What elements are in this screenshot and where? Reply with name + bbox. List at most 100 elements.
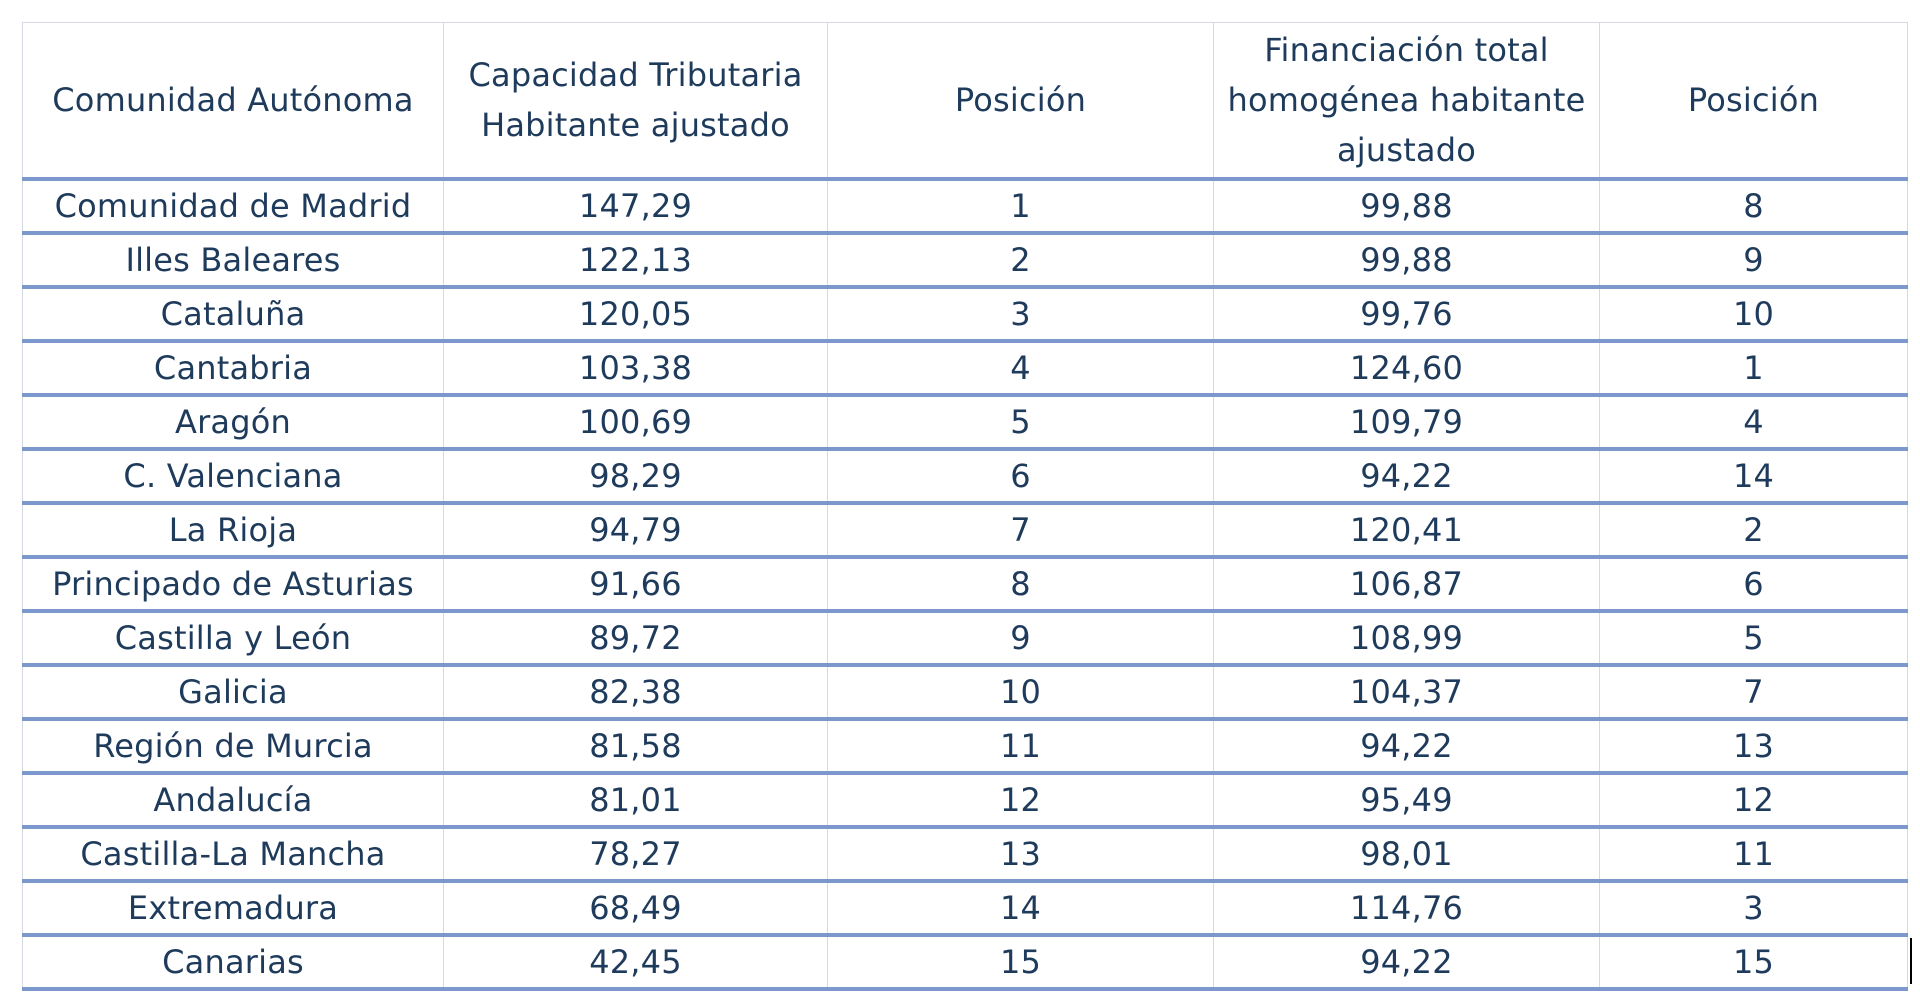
cell-posicion-capacidad: 3 xyxy=(827,287,1214,343)
cell-capacidad: 81,58 xyxy=(443,719,828,775)
cell-financiacion: 98,01 xyxy=(1213,827,1600,883)
cell-posicion-capacidad: 1 xyxy=(827,179,1214,235)
cell-posicion-financiacion: 9 xyxy=(1599,233,1908,289)
table-row: C. Valenciana 98,29 6 94,22 14 xyxy=(22,449,1908,505)
cell-comunidad: Castilla y León xyxy=(22,611,444,667)
cell-posicion-capacidad: 2 xyxy=(827,233,1214,289)
cell-posicion-financiacion: 13 xyxy=(1599,719,1908,775)
header-posicion-financiacion: Posición xyxy=(1599,22,1908,181)
cell-comunidad: Illes Baleares xyxy=(22,233,444,289)
cell-posicion-capacidad: 5 xyxy=(827,395,1214,451)
cell-capacidad: 81,01 xyxy=(443,773,828,829)
cell-comunidad: Castilla-La Mancha xyxy=(22,827,444,883)
cell-comunidad: Andalucía xyxy=(22,773,444,829)
cell-financiacion: 109,79 xyxy=(1213,395,1600,451)
cell-comunidad: C. Valenciana xyxy=(22,449,444,505)
table-row: La Rioja 94,79 7 120,41 2 xyxy=(22,503,1908,559)
text-cursor xyxy=(1910,938,1912,984)
data-table-container: Comunidad Autónoma Capacidad Tributaria … xyxy=(22,22,1908,991)
cell-posicion-capacidad: 15 xyxy=(827,935,1214,991)
cell-posicion-financiacion: 2 xyxy=(1599,503,1908,559)
cell-posicion-capacidad: 9 xyxy=(827,611,1214,667)
table-row: Región de Murcia 81,58 11 94,22 13 xyxy=(22,719,1908,775)
header-row: Comunidad Autónoma Capacidad Tributaria … xyxy=(22,22,1908,181)
cell-financiacion: 94,22 xyxy=(1213,449,1600,505)
table-row: Andalucía 81,01 12 95,49 12 xyxy=(22,773,1908,829)
cell-posicion-financiacion: 1 xyxy=(1599,341,1908,397)
cell-posicion-financiacion: 6 xyxy=(1599,557,1908,613)
table-row: Illes Baleares 122,13 2 99,88 9 xyxy=(22,233,1908,289)
table-row: Cantabria 103,38 4 124,60 1 xyxy=(22,341,1908,397)
header-financiacion: Financiación total homogénea habitante a… xyxy=(1213,22,1600,181)
header-posicion-capacidad: Posición xyxy=(827,22,1214,181)
cell-capacidad: 100,69 xyxy=(443,395,828,451)
financing-table: Comunidad Autónoma Capacidad Tributaria … xyxy=(22,22,1908,991)
cell-capacidad: 94,79 xyxy=(443,503,828,559)
cell-capacidad: 147,29 xyxy=(443,179,828,235)
cell-capacidad: 82,38 xyxy=(443,665,828,721)
cell-financiacion: 94,22 xyxy=(1213,935,1600,991)
cell-capacidad: 91,66 xyxy=(443,557,828,613)
cell-posicion-financiacion: 4 xyxy=(1599,395,1908,451)
cell-financiacion: 124,60 xyxy=(1213,341,1600,397)
header-capacidad: Capacidad Tributaria Habitante ajustado xyxy=(443,22,828,181)
cell-posicion-capacidad: 14 xyxy=(827,881,1214,937)
table-body: Comunidad de Madrid 147,29 1 99,88 8 Illes Ba… xyxy=(22,179,1908,991)
table-row: Galicia 82,38 10 104,37 7 xyxy=(22,665,1908,721)
cell-posicion-financiacion: 10 xyxy=(1599,287,1908,343)
cell-posicion-capacidad: 13 xyxy=(827,827,1214,883)
cell-comunidad: Principado de Asturias xyxy=(22,557,444,613)
cell-posicion-capacidad: 10 xyxy=(827,665,1214,721)
table-row: Comunidad de Madrid 147,29 1 99,88 8 xyxy=(22,179,1908,235)
cell-capacidad: 42,45 xyxy=(443,935,828,991)
header-comunidad: Comunidad Autónoma xyxy=(22,22,444,181)
cell-posicion-financiacion: 12 xyxy=(1599,773,1908,829)
cell-comunidad: Canarias xyxy=(22,935,444,991)
cell-financiacion: 120,41 xyxy=(1213,503,1600,559)
cell-posicion-capacidad: 4 xyxy=(827,341,1214,397)
cell-posicion-financiacion: 8 xyxy=(1599,179,1908,235)
table-row: Castilla-La Mancha 78,27 13 98,01 11 xyxy=(22,827,1908,883)
cell-posicion-financiacion: 14 xyxy=(1599,449,1908,505)
cell-financiacion: 104,37 xyxy=(1213,665,1600,721)
cell-capacidad: 89,72 xyxy=(443,611,828,667)
cell-comunidad: Galicia xyxy=(22,665,444,721)
cell-comunidad: Extremadura xyxy=(22,881,444,937)
cell-posicion-financiacion: 11 xyxy=(1599,827,1908,883)
cell-financiacion: 106,87 xyxy=(1213,557,1600,613)
table-row: Extremadura 68,49 14 114,76 3 xyxy=(22,881,1908,937)
table-row: Castilla y León 89,72 9 108,99 5 xyxy=(22,611,1908,667)
cell-posicion-financiacion: 5 xyxy=(1599,611,1908,667)
cell-financiacion: 108,99 xyxy=(1213,611,1600,667)
cell-comunidad: Cantabria xyxy=(22,341,444,397)
cell-financiacion: 94,22 xyxy=(1213,719,1600,775)
cell-capacidad: 122,13 xyxy=(443,233,828,289)
cell-financiacion: 95,49 xyxy=(1213,773,1600,829)
cell-financiacion: 99,76 xyxy=(1213,287,1600,343)
table-header: Comunidad Autónoma Capacidad Tributaria … xyxy=(22,22,1908,181)
cell-comunidad: Cataluña xyxy=(22,287,444,343)
cell-posicion-capacidad: 6 xyxy=(827,449,1214,505)
table-row: Aragón 100,69 5 109,79 4 xyxy=(22,395,1908,451)
table-row: Cataluña 120,05 3 99,76 10 xyxy=(22,287,1908,343)
cell-capacidad: 68,49 xyxy=(443,881,828,937)
cell-capacidad: 120,05 xyxy=(443,287,828,343)
cell-posicion-capacidad: 11 xyxy=(827,719,1214,775)
cell-posicion-financiacion: 7 xyxy=(1599,665,1908,721)
cell-comunidad: Comunidad de Madrid xyxy=(22,179,444,235)
cell-capacidad: 98,29 xyxy=(443,449,828,505)
cell-posicion-financiacion: 15 xyxy=(1599,935,1908,991)
cell-posicion-capacidad: 12 xyxy=(827,773,1214,829)
cell-posicion-capacidad: 7 xyxy=(827,503,1214,559)
cell-comunidad: Aragón xyxy=(22,395,444,451)
cell-financiacion: 99,88 xyxy=(1213,179,1600,235)
cell-comunidad: Región de Murcia xyxy=(22,719,444,775)
cell-capacidad: 78,27 xyxy=(443,827,828,883)
cell-capacidad: 103,38 xyxy=(443,341,828,397)
table-row: Principado de Asturias 91,66 8 106,87 6 xyxy=(22,557,1908,613)
cell-posicion-capacidad: 8 xyxy=(827,557,1214,613)
table-row: Canarias 42,45 15 94,22 15 xyxy=(22,935,1908,991)
cell-financiacion: 114,76 xyxy=(1213,881,1600,937)
cell-comunidad: La Rioja xyxy=(22,503,444,559)
cell-financiacion: 99,88 xyxy=(1213,233,1600,289)
